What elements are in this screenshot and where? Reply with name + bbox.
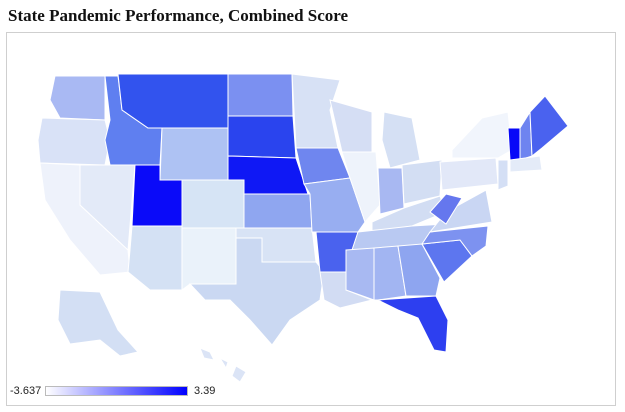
state-KS[interactable] bbox=[243, 193, 313, 229]
state-MI[interactable] bbox=[381, 111, 421, 169]
state-ME[interactable] bbox=[529, 95, 569, 158]
state-VT[interactable] bbox=[507, 127, 521, 161]
state-AL[interactable] bbox=[373, 245, 407, 301]
chart-title: State Pandemic Performance, Combined Sco… bbox=[8, 6, 349, 25]
state-WY[interactable] bbox=[159, 127, 229, 181]
legend-max-label: 3.39 bbox=[194, 385, 216, 397]
legend-gradient bbox=[45, 386, 188, 396]
state-MA[interactable] bbox=[509, 155, 543, 173]
legend-min-label: -3.637 bbox=[10, 385, 42, 397]
state-HI[interactable] bbox=[199, 347, 247, 383]
state-NJ[interactable] bbox=[497, 159, 509, 191]
state-NC[interactable] bbox=[420, 225, 489, 257]
state-MN[interactable] bbox=[291, 73, 341, 149]
state-OR[interactable] bbox=[37, 117, 111, 166]
state-TX[interactable] bbox=[188, 237, 325, 346]
state-IL[interactable] bbox=[341, 151, 381, 223]
state-AZ[interactable] bbox=[127, 225, 183, 291]
state-PA[interactable] bbox=[439, 157, 499, 191]
state-FL[interactable] bbox=[376, 295, 449, 353]
state-AK[interactable] bbox=[57, 289, 139, 357]
state-NY[interactable] bbox=[451, 111, 513, 159]
state-GA[interactable] bbox=[397, 243, 441, 297]
state-WA[interactable] bbox=[49, 75, 106, 121]
state-IN[interactable] bbox=[377, 167, 405, 215]
state-WV[interactable] bbox=[429, 193, 463, 225]
state-ND[interactable] bbox=[227, 73, 294, 117]
state-NM[interactable] bbox=[181, 227, 237, 291]
state-CO[interactable] bbox=[181, 179, 245, 229]
state-SD[interactable] bbox=[227, 115, 297, 159]
